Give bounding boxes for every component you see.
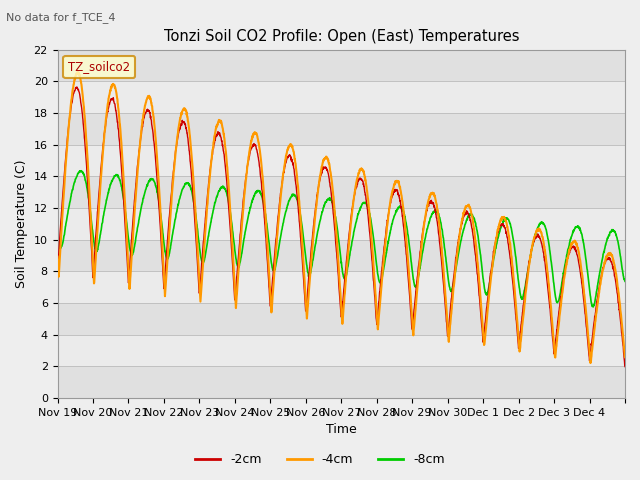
Text: No data for f_TCE_4: No data for f_TCE_4 (6, 12, 116, 23)
Legend: TZ_soilco2: TZ_soilco2 (63, 56, 135, 78)
Bar (58, 366, 625, 398)
Bar (58, 240, 625, 271)
Y-axis label: Soil Temperature (C): Soil Temperature (C) (15, 159, 28, 288)
Bar (58, 50, 625, 82)
Title: Tonzi Soil CO2 Profile: Open (East) Temperatures: Tonzi Soil CO2 Profile: Open (East) Temp… (163, 29, 519, 44)
Legend: -2cm, -4cm, -8cm: -2cm, -4cm, -8cm (190, 448, 450, 471)
Bar (58, 208, 625, 240)
Bar (58, 176, 625, 208)
Bar (58, 113, 625, 144)
Bar (58, 271, 625, 303)
Bar (58, 144, 625, 176)
Bar (58, 82, 625, 113)
Bar (58, 303, 625, 335)
Bar (58, 335, 625, 366)
X-axis label: Time: Time (326, 423, 356, 436)
